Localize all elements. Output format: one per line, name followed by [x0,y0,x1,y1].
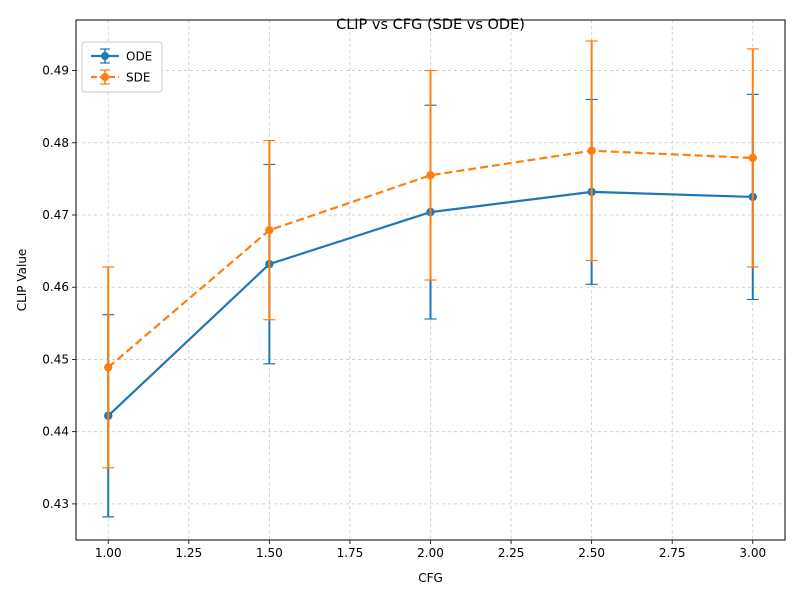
axis-layer: 1.00 1.25 1.50 1.75 2.00 2.25 2.50 2.75 3.00 0.43… [42,64,766,560]
y-tick-label: 0.44 [42,425,69,439]
x-tick-label: 2.75 [659,546,686,560]
legend: ODE SDE [81,41,163,93]
x-axis-title: CFG [418,571,443,585]
legend-sde-marker [101,73,109,81]
y-tick-label: 0.49 [42,64,69,78]
y-tick-label: 0.48 [42,136,69,150]
legend-ode-marker [101,52,109,60]
x-tick-label: 2.00 [417,546,444,560]
y-tick-label: 0.45 [42,352,69,366]
y-tick-label: 0.46 [42,280,69,294]
y-tick-label: 0.47 [42,208,69,222]
x-tick-label: 1.00 [95,546,122,560]
x-tick-label: 1.25 [175,546,202,560]
x-tick-label: 2.25 [498,546,525,560]
chart-title: CLIP vs CFG (SDE vs ODE) [336,17,525,33]
x-tick-label: 1.75 [337,546,364,560]
sde-point [587,146,596,155]
sde-point [426,171,435,180]
x-tick-label: 1.50 [256,546,283,560]
sde-point [748,153,757,163]
x-tick-label: 3.00 [739,546,766,560]
series-layer [102,40,759,518]
sde-point [265,225,274,235]
y-tick-label: 0.43 [42,497,69,511]
y-axis-title: CLIP Value [15,249,29,312]
legend-ode-label: ODE [126,50,152,64]
x-tick-label: 2.50 [578,546,605,560]
sde-point [104,363,113,372]
sde-series [102,40,759,469]
legend-sde-label: SDE [126,71,150,85]
